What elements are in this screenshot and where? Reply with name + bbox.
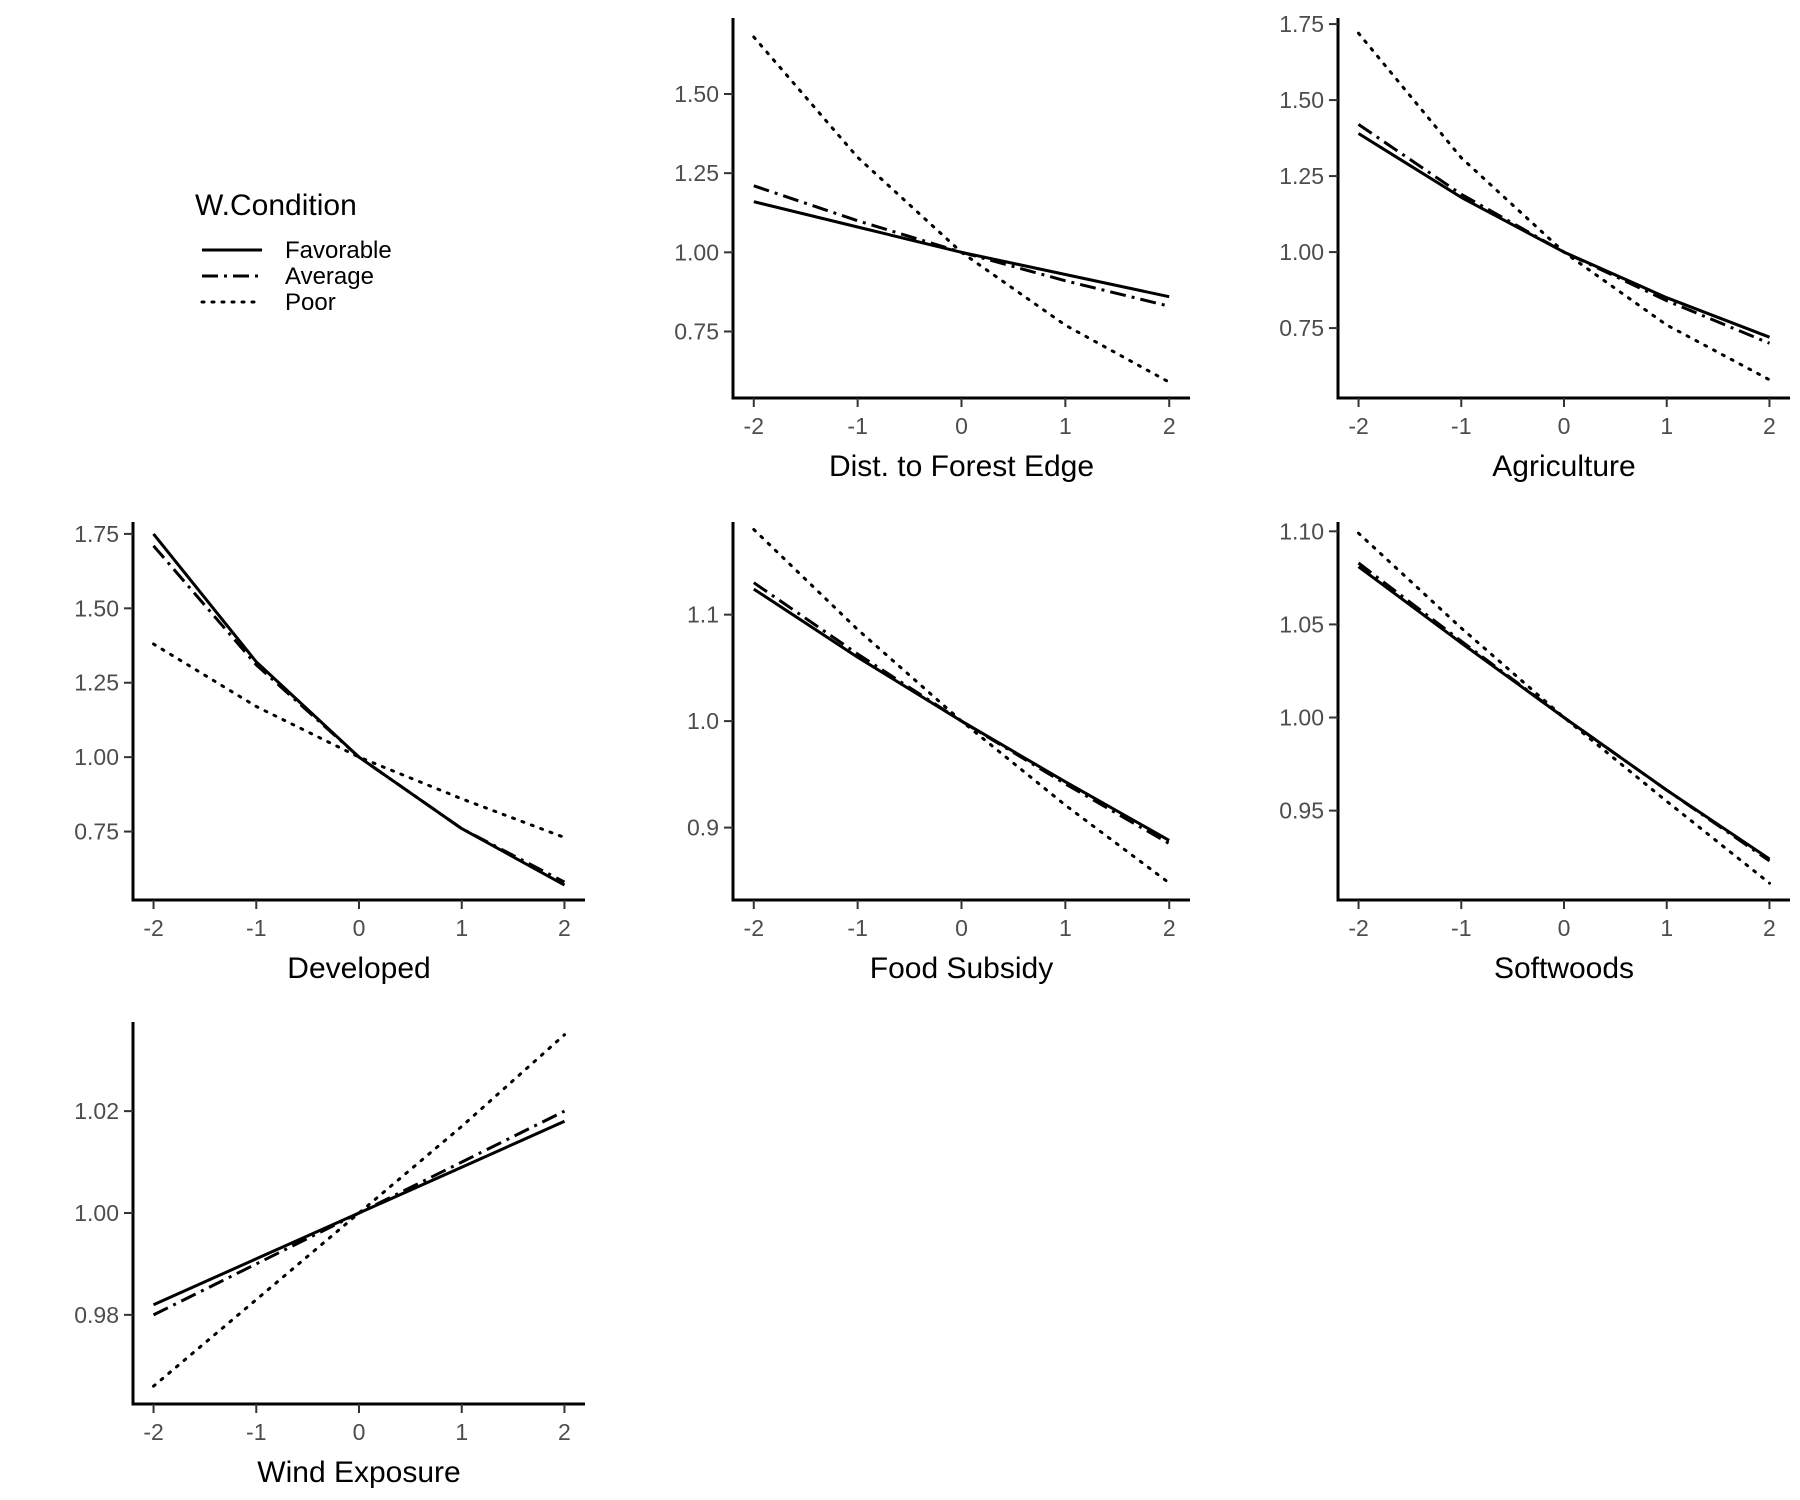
x-tick-label: -1 [1451,915,1471,941]
x-tick-label: 1 [1059,915,1072,941]
y-tick-label: 1.02 [74,1098,119,1124]
y-tick-label: 1.50 [74,595,119,621]
x-tick-label: -2 [143,1419,163,1445]
y-tick-label: 1.00 [74,744,119,770]
x-tick-label: 1 [455,1419,468,1445]
legend-label-favorable: Favorable [285,237,392,264]
x-tick-label: 0 [955,413,968,439]
series-line-poor [1357,31,1771,382]
series-line-poor [152,642,566,839]
x-tick-label: 0 [353,1419,366,1445]
series-line-poor [752,35,1171,384]
x-tick-label: 2 [558,915,571,941]
x-tick-label: -1 [1451,413,1471,439]
x-tick-label: -2 [1348,915,1368,941]
series-line-favorable [1357,565,1771,861]
series-line-poor [152,1033,566,1388]
x-tick-label: -2 [1348,413,1368,439]
series-line-favorable [753,200,1170,299]
x-tick-label: 2 [1163,413,1176,439]
series-line-average [152,544,566,884]
legend-label-poor: Poor [285,289,336,316]
y-tick-label: 1.00 [674,239,719,265]
x-tick-label: -1 [246,1419,266,1445]
x-tick-label: 0 [1558,915,1571,941]
panel-agriculture: 0.75 1.00 1.25 1.50 1.75 -2 -1 0 1 2 Agriculture [1279,11,1790,483]
y-tick-label: 1.25 [674,160,719,186]
x-tick-label: 1 [455,915,468,941]
panel-food-subsidy: 0.9 1.0 1.1 -2 -1 0 1 2 Food Subsidy [687,522,1190,985]
series-line-favorable [1357,132,1771,339]
y-tick-label: 0.75 [74,819,119,845]
y-tick-label: 1.50 [674,81,719,107]
series-line-average [1357,123,1771,345]
x-tick-label: 0 [1558,413,1571,439]
x-axis-title: Food Subsidy [870,952,1053,985]
y-tick-label: 0.98 [74,1302,119,1328]
x-axis-title: Developed [287,952,430,985]
legend-label-average: Average [285,263,374,290]
series-line-favorable [152,532,566,887]
x-tick-label: 2 [558,1419,571,1445]
x-tick-label: 2 [1763,915,1776,941]
x-axis-title: Agriculture [1492,450,1635,483]
x-tick-label: -2 [143,915,163,941]
legend-entry-poor: Poor [200,289,336,316]
y-tick-label: 1.75 [1279,11,1324,37]
legend-entry-favorable: Favorable [202,237,392,264]
y-tick-label: 1.05 [1279,611,1324,637]
y-tick-label: 1.50 [1279,87,1324,113]
x-tick-label: 0 [353,915,366,941]
y-tick-label: 0.9 [687,815,719,841]
series-line-poor [1357,531,1771,885]
x-tick-label: 1 [1660,413,1673,439]
legend-title: W.Condition [195,189,357,222]
x-tick-label: -2 [744,915,764,941]
x-tick-label: -1 [847,413,867,439]
y-tick-label: 1.0 [687,708,719,734]
x-tick-label: -1 [246,915,266,941]
y-tick-label: 0.95 [1279,798,1324,824]
y-tick-label: 1.25 [74,670,119,696]
y-tick-label: 1.1 [687,602,719,628]
series-line-favorable [152,1119,566,1307]
y-tick-label: 0.75 [1279,315,1324,341]
y-tick-label: 1.75 [74,521,119,547]
y-tick-label: 1.10 [1279,518,1324,544]
series-line-favorable [752,587,1170,842]
y-tick-label: 1.00 [1279,705,1324,731]
legend-entry-average: Average [202,263,374,290]
x-axis-title: Softwoods [1494,952,1634,985]
x-tick-label: -2 [744,413,764,439]
x-axis-title: Dist. to Forest Edge [829,450,1094,483]
x-tick-label: 2 [1763,413,1776,439]
x-tick-label: 1 [1059,413,1072,439]
y-tick-label: 1.25 [1279,163,1324,189]
y-tick-label: 1.00 [1279,239,1324,265]
x-axis-title: Wind Exposure [257,1456,460,1489]
series-line-poor [752,528,1171,885]
panel-dist-to-forest-edge: 0.75 1.00 1.25 1.50 -2 -1 0 1 2 Dist. to Forest E… [674,18,1190,483]
y-tick-label: 1.00 [74,1200,119,1226]
series-line-average [753,184,1170,308]
panel-wind-exposure: 0.98 1.00 1.02 -2 -1 0 1 2 Wind Exposure [74,1022,585,1489]
panel-softwoods: 0.95 1.00 1.05 1.10 -2 -1 0 1 2 Softwoods [1279,518,1790,985]
x-tick-label: 2 [1163,915,1176,941]
x-tick-label: 0 [955,915,968,941]
x-tick-label: -1 [847,915,867,941]
y-tick-label: 0.75 [674,319,719,345]
x-tick-label: 1 [1660,915,1673,941]
panel-developed: 0.75 1.00 1.25 1.50 1.75 -2 -1 0 1 2 Developed [74,521,585,985]
